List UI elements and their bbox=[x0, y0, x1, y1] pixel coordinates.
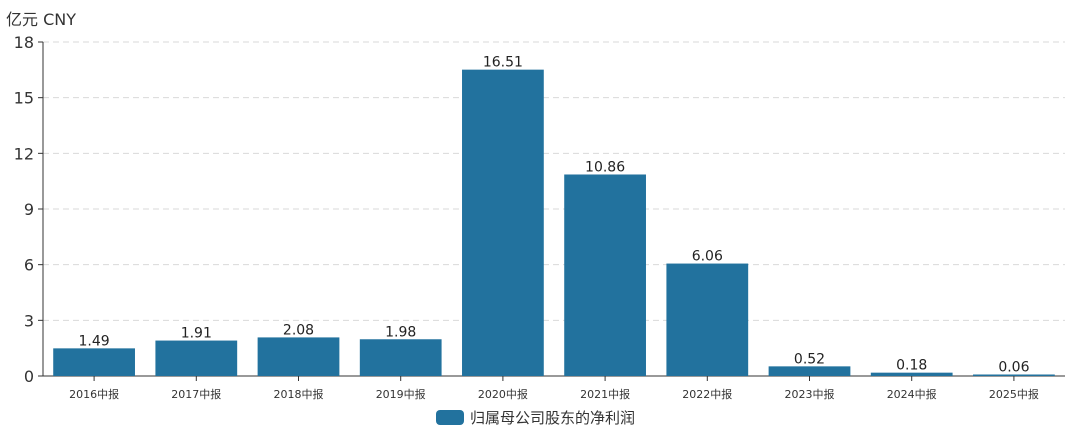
data-label-2023中报: 0.52 bbox=[794, 351, 825, 367]
bar-2021中报 bbox=[564, 174, 646, 376]
data-label-2020中报: 16.51 bbox=[483, 55, 523, 71]
bar-2018中报 bbox=[257, 337, 340, 376]
data-label-2022中报: 6.06 bbox=[692, 249, 723, 265]
x-tick-label-2022中报: 2022中报 bbox=[682, 387, 732, 401]
y-tick-label-0: 0 bbox=[24, 367, 34, 386]
y-tick-label-12: 12 bbox=[14, 144, 34, 163]
y-tick-label-18: 18 bbox=[14, 33, 34, 52]
bar-2024中报 bbox=[870, 372, 953, 376]
bar-2016中报 bbox=[53, 348, 135, 376]
x-tick-label-2021中报: 2021中报 bbox=[580, 387, 630, 401]
bars bbox=[53, 69, 1055, 377]
bar-2022中报 bbox=[666, 263, 749, 376]
y-axis-unit-label: 亿元 CNY bbox=[6, 10, 77, 29]
y-tick-label-9: 9 bbox=[24, 200, 34, 219]
y-tick-label-15: 15 bbox=[14, 89, 34, 108]
legend-label: 归属母公司股东的净利润 bbox=[470, 409, 636, 427]
x-tick-label-2025中报: 2025中报 bbox=[989, 387, 1039, 401]
bar-2023中报 bbox=[768, 366, 851, 376]
x-tick-label-2019中报: 2019中报 bbox=[376, 387, 426, 401]
data-label-2025中报: 0.06 bbox=[998, 360, 1029, 376]
bar-2017中报 bbox=[155, 340, 238, 376]
data-label-2016中报: 1.49 bbox=[79, 333, 110, 349]
x-tick-label-2016中报: 2016中报 bbox=[69, 387, 119, 401]
data-label-2021中报: 10.86 bbox=[585, 159, 625, 175]
x-tick-label-2023中报: 2023中报 bbox=[785, 387, 835, 401]
x-tick-label-2017中报: 2017中报 bbox=[171, 387, 221, 401]
data-label-2018中报: 2.08 bbox=[283, 322, 314, 338]
bar-2019中报 bbox=[359, 339, 442, 376]
data-label-2017中报: 1.91 bbox=[181, 326, 212, 342]
legend[interactable]: 归属母公司股东的净利润 bbox=[436, 407, 635, 428]
gridlines bbox=[43, 41, 1065, 321]
bar-2025中报 bbox=[973, 374, 1055, 376]
x-tick-label-2018中报: 2018中报 bbox=[274, 387, 324, 401]
legend-swatch bbox=[436, 410, 464, 425]
y-tick-label-3: 3 bbox=[24, 311, 34, 330]
bar-2020中报 bbox=[462, 69, 544, 377]
y-tick-label-6: 6 bbox=[24, 256, 34, 275]
data-label-2024中报: 0.18 bbox=[896, 358, 927, 374]
data-labels: 1.49 1.91 2.08 1.98 16.51 10.86 6.06 0.52 0.18 0.… bbox=[79, 55, 1030, 376]
x-tick-label-2020中报: 2020中报 bbox=[478, 387, 528, 401]
x-tick-label-2024中报: 2024中报 bbox=[887, 387, 937, 401]
data-label-2019中报: 1.98 bbox=[385, 324, 416, 340]
